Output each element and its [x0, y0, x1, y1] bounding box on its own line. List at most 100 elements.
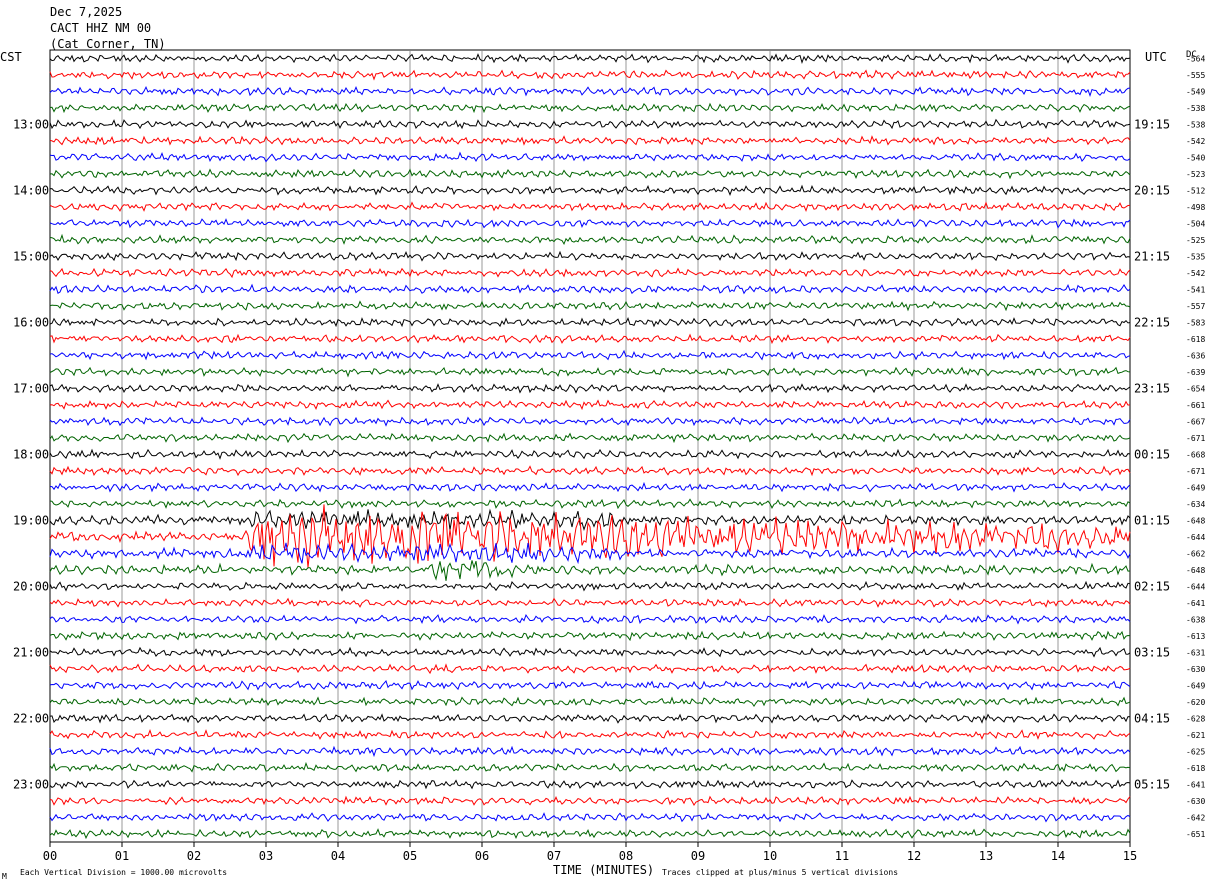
x-axis-title: TIME (MINUTES) [553, 863, 655, 877]
x-tick-label: 01 [115, 849, 129, 863]
trace-line [49, 383, 1131, 394]
trace-line [49, 69, 1131, 81]
plot-frame [49, 49, 1131, 843]
x-tick-label: 04 [331, 849, 345, 863]
dc-offset-label: -525 [1186, 236, 1205, 245]
trace-line [49, 696, 1131, 708]
dc-offset-label: -661 [1186, 401, 1205, 410]
scale-note: Each Vertical Division = 1000.00 microvo… [20, 868, 228, 877]
trace-line [49, 135, 1131, 146]
trace-line [49, 465, 1131, 477]
dc-offset-label: -620 [1186, 698, 1205, 707]
dc-offset-label: -542 [1186, 137, 1205, 146]
dc-offset-label: -649 [1186, 681, 1205, 690]
trace-line [49, 218, 1131, 229]
header-date: Dec 7,2025 [50, 5, 123, 19]
dc-offset-label: -535 [1186, 252, 1205, 261]
cst-hour-label: 20:00 [13, 579, 49, 593]
trace-line [49, 349, 1131, 361]
cst-hour-label: 22:00 [13, 711, 49, 725]
trace-line [49, 542, 1131, 565]
dc-offset-label: -512 [1186, 186, 1205, 195]
x-tick-label: 15 [1123, 849, 1137, 863]
dc-offset-label: -630 [1186, 797, 1205, 806]
dc-offset-label: -641 [1186, 599, 1205, 608]
x-tick-label: 06 [475, 849, 489, 863]
trace-line [49, 151, 1131, 163]
trace-line [49, 86, 1131, 98]
trace-line [49, 779, 1131, 790]
dc-offset-label: -504 [1186, 219, 1205, 228]
trace-line [49, 795, 1131, 806]
cst-hour-label: 16:00 [13, 315, 49, 329]
dc-offset-label: -649 [1186, 483, 1205, 492]
trace-line [49, 267, 1131, 279]
trace-line [49, 316, 1131, 328]
utc-hour-label: 20:15 [1134, 183, 1170, 197]
x-tick-label: 14 [1051, 849, 1065, 863]
trace-line [49, 729, 1131, 740]
dc-offset-label: -639 [1186, 368, 1205, 377]
cst-axis-label: CST [0, 50, 22, 64]
dc-offset-label: -644 [1186, 582, 1205, 591]
trace-line [49, 283, 1131, 295]
dc-offset-label: -638 [1186, 615, 1205, 624]
trace-line [49, 333, 1131, 345]
trace-line [49, 168, 1131, 180]
utc-hour-label: 03:15 [1134, 645, 1170, 659]
trace-line [49, 201, 1131, 213]
dc-offset-label: -538 [1186, 104, 1205, 113]
x-tick-label: 08 [619, 849, 633, 863]
dc-offset-label: -628 [1186, 714, 1205, 723]
trace-line [49, 761, 1131, 773]
dc-offset-label: -634 [1186, 500, 1205, 509]
x-tick-label: 07 [547, 849, 561, 863]
trace-line [49, 448, 1131, 460]
trace-line [49, 663, 1131, 675]
utc-hour-label: 23:15 [1134, 381, 1170, 395]
utc-hour-label: 05:15 [1134, 777, 1170, 791]
trace-line [49, 498, 1131, 510]
trace-line [49, 481, 1131, 493]
trace-line [49, 432, 1131, 444]
dc-offset-label: -631 [1186, 648, 1205, 657]
trace-line [49, 118, 1131, 130]
x-tick-label: 12 [907, 849, 921, 863]
dc-offset-label: -630 [1186, 665, 1205, 674]
trace-line [49, 630, 1131, 642]
corner-mark: M [2, 872, 7, 881]
trace-line [49, 597, 1131, 608]
dc-offset-label: -557 [1186, 302, 1205, 311]
dc-offset-label: -540 [1186, 153, 1205, 162]
dc-offset-label: -662 [1186, 549, 1205, 558]
dc-label: DC [1186, 50, 1197, 60]
cst-hour-label: 21:00 [13, 645, 49, 659]
x-tick-label: 03 [259, 849, 273, 863]
cst-hour-label: 18:00 [13, 447, 49, 461]
x-tick-label: 02 [187, 849, 201, 863]
cst-hour-label: 14:00 [13, 183, 49, 197]
trace-line [49, 53, 1131, 65]
cst-hour-label: 17:00 [13, 381, 49, 395]
header-station: CACT HHZ NM 00 [50, 21, 152, 35]
x-tick-label: 09 [691, 849, 705, 863]
trace-line [49, 233, 1131, 246]
dc-offset-label: -555 [1186, 71, 1205, 80]
dc-offset-label: -583 [1186, 318, 1205, 327]
dc-offset-label: -671 [1186, 434, 1205, 443]
dc-offset-label: -668 [1186, 450, 1205, 459]
dc-offset-label: -542 [1186, 269, 1205, 278]
trace-line [49, 713, 1131, 724]
utc-hour-label: 19:15 [1134, 117, 1170, 131]
utc-hour-label: 22:15 [1134, 315, 1170, 329]
trace-line [49, 812, 1131, 823]
trace-line [49, 300, 1131, 312]
trace-line [49, 560, 1131, 581]
dc-offset-label: -654 [1186, 384, 1205, 393]
trace-line [49, 679, 1131, 691]
trace-line [49, 614, 1131, 625]
cst-hour-label: 19:00 [13, 513, 49, 527]
trace-line [49, 416, 1131, 427]
trace-line [49, 745, 1131, 758]
